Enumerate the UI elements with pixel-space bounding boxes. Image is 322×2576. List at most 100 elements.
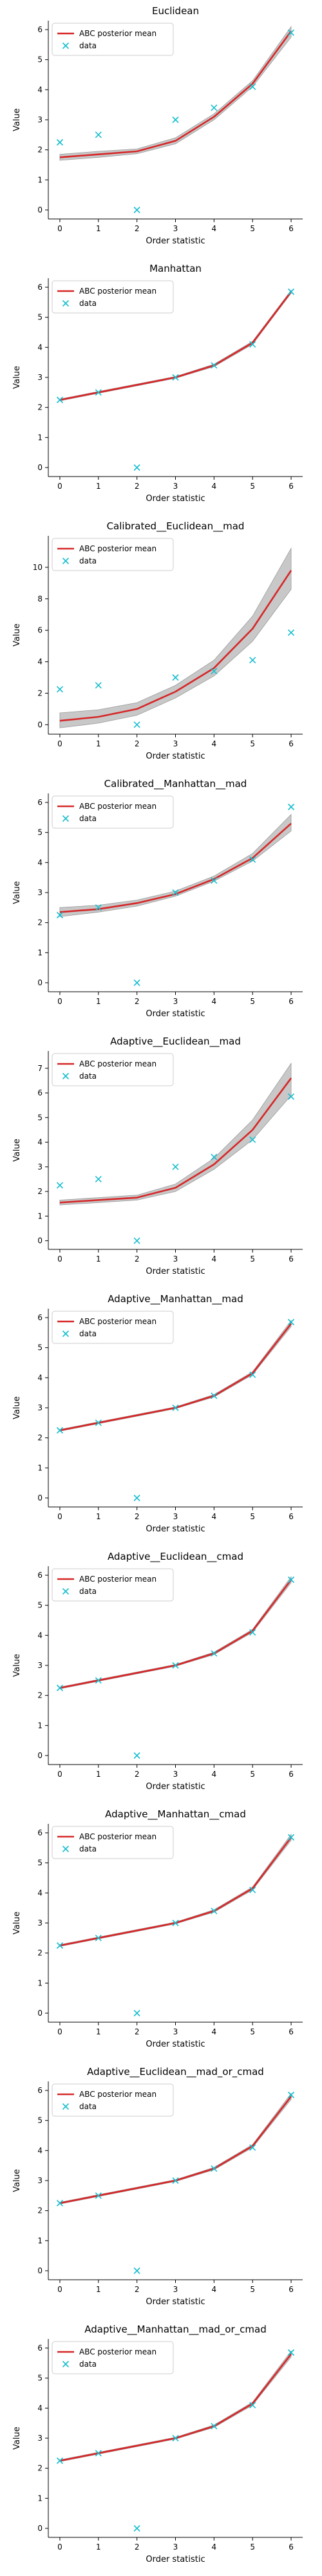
data-point [172,1163,179,1170]
y-tick-label: 5 [37,1601,43,1610]
y-axis-label: Value [12,1396,22,1419]
y-axis-label: Value [12,881,22,904]
legend-data-swatch [62,1845,70,1853]
data-point [249,83,256,90]
legend: ABC posterior mean data [52,1053,174,1086]
chart-panel: 0 1 2 3 4 5 6 0 1 2 3 4 5 6 7 Adaptive__Euclidean__mad O… [0,1030,322,1288]
y-tick-label: 3 [37,115,43,124]
y-tick-label: 3 [37,2434,43,2443]
posterior-band [59,1062,292,1206]
y-tick-label: 6 [37,2344,43,2353]
y-tick-label: 1 [37,1721,43,1730]
x-tick-label: 3 [173,224,178,233]
data-point [95,389,102,396]
y-tick-label: 5 [37,313,43,322]
chart-svg: 0 1 2 3 4 5 6 0 1 2 3 4 5 6 Manhattan Order statistic Va… [12,263,303,504]
y-tick-label: 1 [37,2236,43,2245]
x-tick-label: 5 [250,1255,255,1264]
data-point [95,1175,102,1183]
chart-panel: 0 1 2 3 4 5 6 0 1 2 3 4 5 6 Adaptive__Manhattan__mad_o… [0,2318,322,2576]
x-axis-label: Order statistic [146,752,205,761]
y-tick-label: 4 [37,1888,43,1897]
x-tick-label: 2 [135,1512,140,1521]
x-axis-label: Order statistic [146,1009,205,1019]
data-point [95,2450,102,2457]
posterior-mean-line [59,822,292,913]
y-tick-label: 4 [37,1138,43,1147]
chart-title: Adaptive__Euclidean__mad_or_cmad [87,2066,264,2078]
data-point [172,116,179,124]
legend-data-label: data [79,1072,97,1081]
data-point [133,464,140,471]
legend-mean-label: ABC posterior mean [79,29,156,38]
y-tick-label: 2 [37,688,43,697]
data-point [95,1419,102,1426]
legend-mean-label: ABC posterior mean [79,1832,156,1841]
posterior-band [59,1833,292,1947]
x-tick-label: 0 [57,1255,62,1264]
x-tick-label: 3 [173,739,178,748]
y-axis-label: Value [12,2169,22,2192]
x-tick-label: 0 [57,224,62,233]
y-tick-label: 0 [37,1493,43,1502]
legend-mean-label: ABC posterior mean [79,802,156,811]
x-tick-label: 1 [96,2543,101,2552]
legend-mean-label: ABC posterior mean [79,1317,156,1326]
y-tick-label: 7 [37,1064,43,1073]
x-tick-label: 6 [289,224,294,233]
y-axis-label: Value [12,1911,22,1935]
x-tick-label: 5 [250,2543,255,2552]
legend-box [52,1311,174,1344]
y-tick-label: 3 [37,1918,43,1927]
x-tick-label: 4 [212,2285,217,2294]
legend-mean-label: ABC posterior mean [79,287,156,296]
x-tick-label: 0 [57,2543,62,2552]
chart-title: Adaptive__Euclidean__cmad [108,1551,243,1563]
data-point [133,1494,140,1502]
x-tick-label: 4 [212,224,217,233]
chart-panel: 0 1 2 3 4 5 6 0 1 2 3 4 5 6 Adaptive__Manhattan__mad Or… [0,1288,322,1546]
y-tick-label: 1 [37,2494,43,2503]
data-point [172,1919,179,1927]
data-point [211,2423,218,2430]
y-tick-label: 4 [37,1373,43,1382]
y-tick-label: 5 [37,55,43,64]
legend: ABC posterior mean data [52,280,174,314]
y-tick-label: 6 [37,798,43,807]
data-point [95,131,102,138]
x-tick-label: 6 [289,1512,294,1521]
data-point [249,1136,256,1143]
y-tick-label: 5 [37,1859,43,1868]
y-axis-label: Value [12,366,22,389]
y-tick-label: 0 [37,2009,43,2018]
y-tick-label: 1 [37,1463,43,1472]
legend: ABC posterior mean data [52,795,174,829]
y-tick-label: 6 [37,25,43,34]
data-point [249,1629,256,1636]
y-tick-label: 0 [37,1236,43,1245]
x-tick-label: 1 [96,224,101,233]
x-tick-label: 5 [250,2027,255,2036]
data-point [211,877,218,884]
legend-data-swatch [62,42,70,50]
legend-data-swatch [62,2360,70,2368]
legend-box [52,795,174,829]
legend-box [52,280,174,314]
y-tick-label: 0 [37,2524,43,2533]
posterior-mean-line [59,1077,292,1204]
posterior-mean-line [59,570,292,722]
x-tick-label: 4 [212,1512,217,1521]
x-tick-label: 3 [173,1770,178,1779]
y-axis-label: Value [12,1139,22,1162]
x-tick-label: 4 [212,739,217,748]
y-tick-label: 4 [37,1631,43,1640]
x-tick-label: 1 [96,1512,101,1521]
chart-svg: 0 1 2 3 4 5 6 0 1 2 3 4 5 6 7 Adaptive__Euclidean__mad O… [12,1036,303,1276]
legend-box [52,2341,174,2374]
data-point [249,1886,256,1893]
x-tick-label: 5 [250,739,255,748]
legend: ABC posterior mean data [52,1568,174,1602]
x-tick-label: 3 [173,1512,178,1521]
y-tick-label: 4 [37,343,43,352]
